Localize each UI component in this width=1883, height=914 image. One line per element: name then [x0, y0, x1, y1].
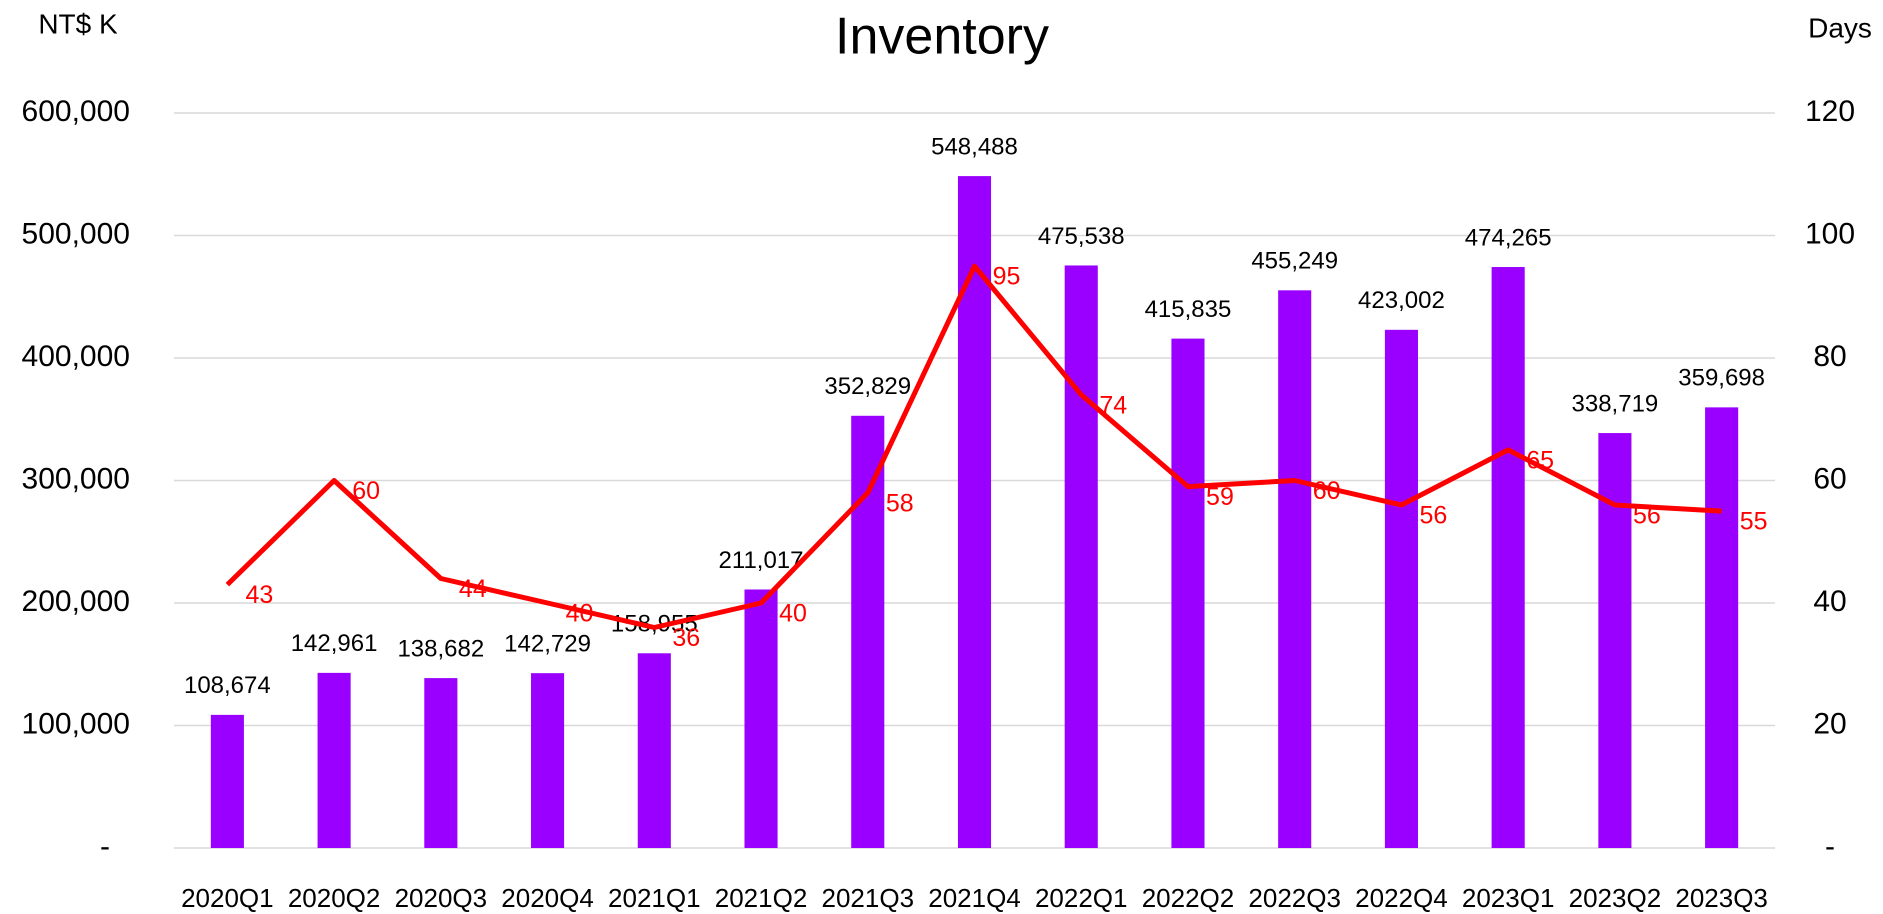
bar: [210, 714, 244, 848]
line: [225, 263, 1722, 630]
y-axis-label: NT$ K: [38, 8, 118, 39]
bar: [531, 673, 565, 848]
y2-tick-label: 100: [1805, 217, 1855, 250]
line-value-label: 56: [1633, 502, 1661, 530]
y-tick-label: 400,000: [22, 340, 130, 373]
y-tick-label: 600,000: [22, 95, 130, 128]
bar: [1278, 290, 1312, 849]
y2-axis-label: Days: [1808, 12, 1872, 43]
x-tick-label: 2021Q1: [608, 883, 701, 913]
bar: [317, 672, 351, 848]
bar-value-label: 415,835: [1145, 296, 1232, 323]
y2-tick-label: 20: [1813, 707, 1846, 740]
x-tick-label: 2020Q2: [288, 883, 381, 913]
x-tick-label: 2020Q3: [395, 883, 488, 913]
bar-value-label: 474,265: [1465, 224, 1552, 251]
line-value-label: 58: [886, 489, 914, 517]
line-value-label: 44: [459, 575, 487, 603]
line-value-label: 59: [1206, 483, 1234, 511]
line-value-label: 95: [993, 263, 1021, 291]
bar-value-label: 142,961: [291, 630, 378, 657]
line-value-label: 43: [245, 581, 273, 609]
y-tick-label: 100,000: [22, 707, 130, 740]
bar-value-label: 423,002: [1358, 287, 1445, 314]
x-tick-label: 2023Q3: [1675, 883, 1768, 913]
bar-value-label: 158,955: [611, 611, 698, 638]
bar: [1491, 267, 1525, 848]
x-tick-label: 2021Q3: [822, 883, 915, 913]
chart-title: Inventory: [835, 8, 1049, 66]
bar: [1705, 407, 1739, 848]
x-tick-label: 2022Q3: [1248, 883, 1341, 913]
bar-value-label: 455,249: [1251, 248, 1338, 275]
y2-tick-label: 80: [1813, 340, 1846, 373]
bar: [1598, 433, 1632, 848]
bar: [1064, 265, 1098, 848]
line-value-label: 65: [1526, 446, 1554, 474]
line-value-label: 55: [1740, 508, 1768, 536]
y2-tick-label: 60: [1813, 462, 1846, 495]
line-value-label: 60: [352, 477, 380, 505]
y-tick-label: 500,000: [22, 217, 130, 250]
x-tick-label: 2023Q2: [1569, 883, 1662, 913]
line-value-label: 74: [1099, 391, 1127, 419]
y-tick-label: 200,000: [22, 585, 130, 618]
bar: [424, 678, 458, 848]
bar: [851, 415, 885, 848]
y2-tick-label: 120: [1805, 95, 1855, 128]
bar: [637, 653, 671, 848]
y2-tick-label: 40: [1813, 585, 1846, 618]
bar-value-label: 338,719: [1572, 390, 1659, 417]
bar-value-label: 211,017: [719, 547, 804, 574]
line-value-label: 40: [779, 600, 807, 628]
bar-value-label: 359,698: [1678, 365, 1765, 392]
x-tick-label: 2022Q2: [1142, 883, 1235, 913]
x-tick-label: 2022Q4: [1355, 883, 1448, 913]
bar-value-label: 548,488: [931, 133, 1018, 160]
bar-value-label: 352,829: [824, 373, 911, 400]
y2-tick-label: -: [1825, 830, 1835, 863]
bar: [744, 589, 778, 848]
y-tick-label: -: [100, 830, 110, 863]
x-tick-label: 2023Q1: [1462, 883, 1555, 913]
y-tick-label: 300,000: [22, 462, 130, 495]
x-tick-label: 2020Q1: [181, 883, 274, 913]
bar-value-label: 475,538: [1038, 223, 1125, 250]
line-value-label: 40: [566, 600, 594, 628]
line-value-label: 56: [1420, 502, 1448, 530]
line-value-label: 36: [672, 624, 700, 652]
bar-value-label: 138,682: [397, 635, 484, 662]
bar: [1384, 329, 1418, 849]
x-tick-label: 2020Q4: [501, 883, 594, 913]
bar-value-label: 108,674: [184, 672, 271, 699]
bar-value-label: 142,729: [504, 631, 591, 658]
bar: [1171, 338, 1205, 848]
line-value-label: 60: [1313, 477, 1341, 505]
x-tick-label: 2022Q1: [1035, 883, 1128, 913]
x-tick-label: 2021Q4: [928, 883, 1021, 913]
x-tick-label: 2021Q2: [715, 883, 808, 913]
